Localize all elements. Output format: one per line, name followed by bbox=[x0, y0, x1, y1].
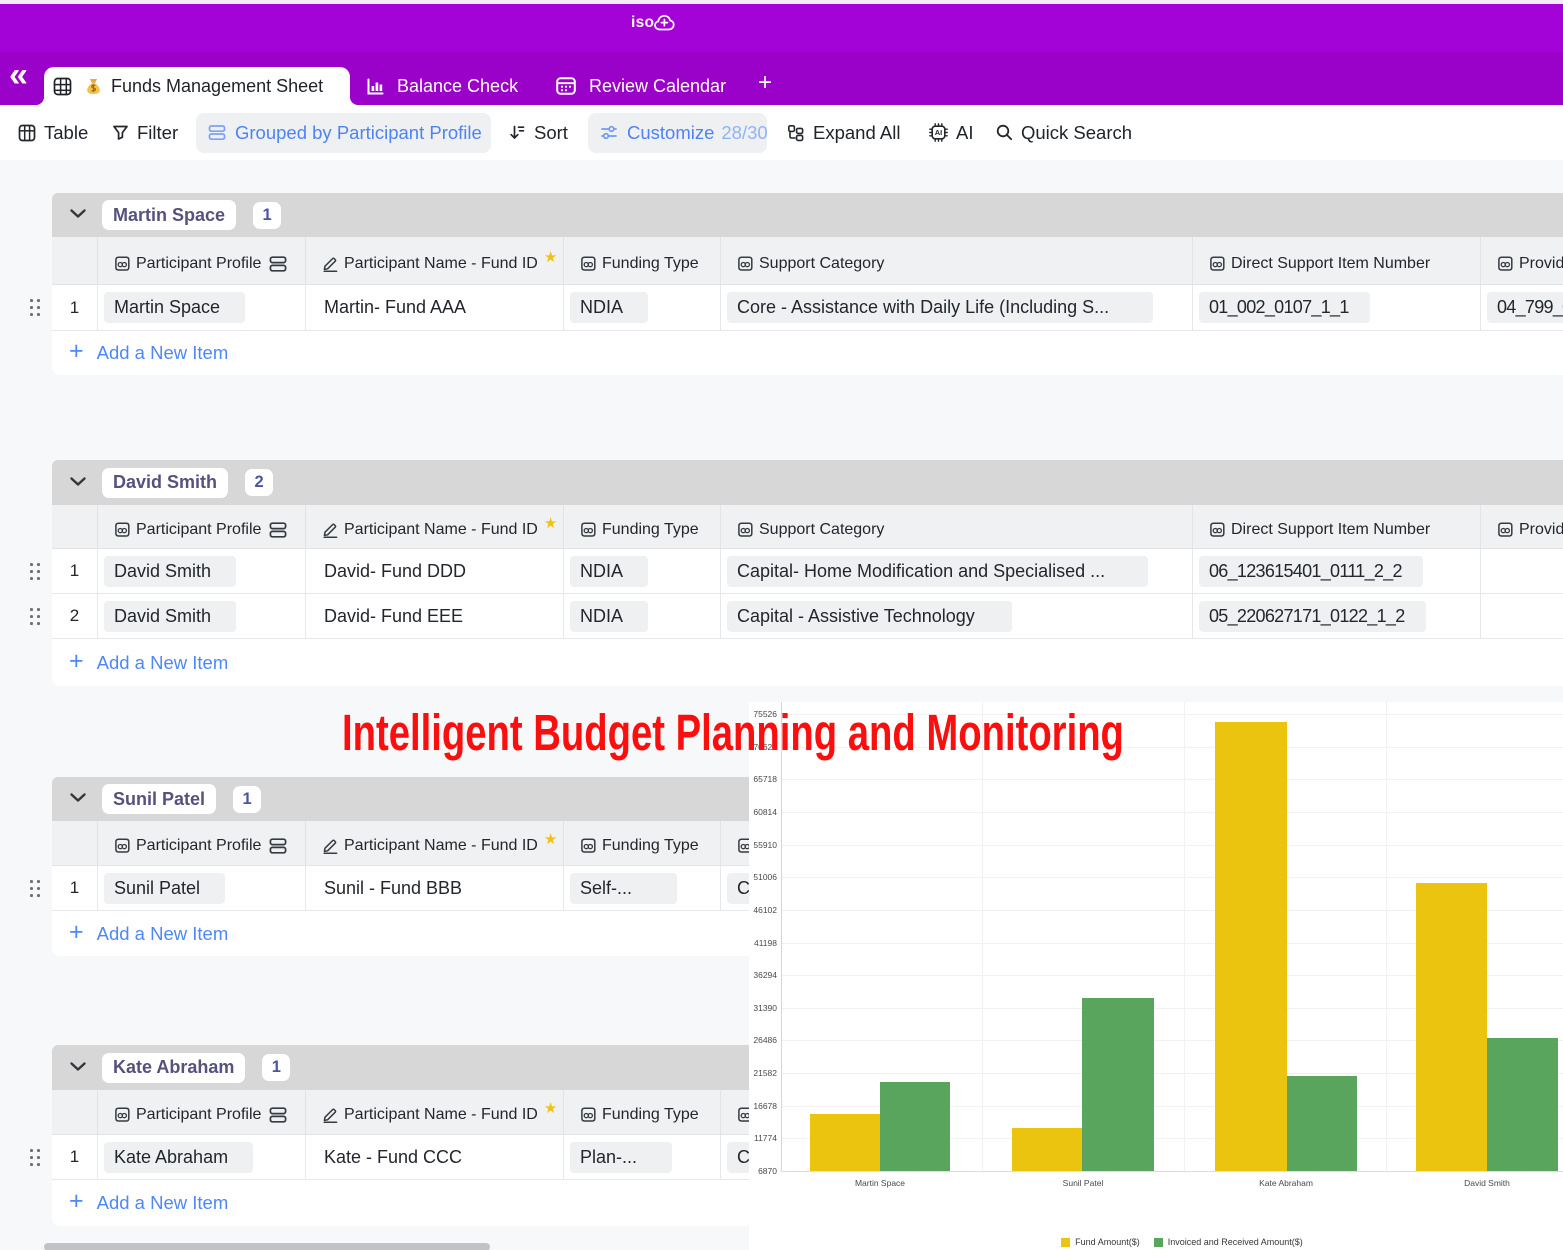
svg-text:AI: AI bbox=[935, 128, 943, 137]
